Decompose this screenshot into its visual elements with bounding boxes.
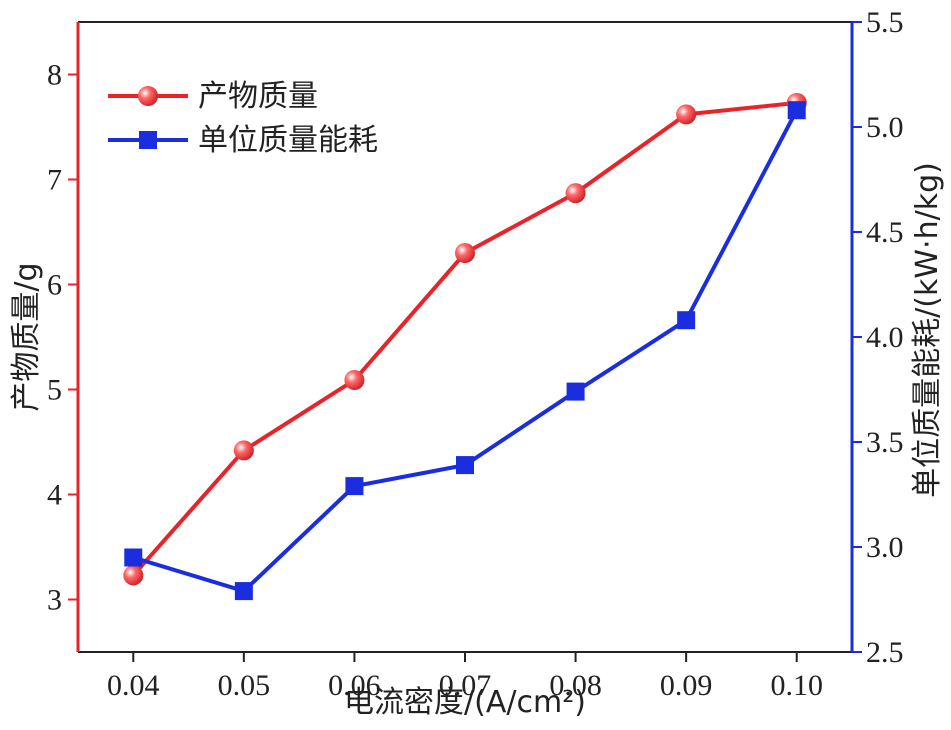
x-axis-title: 电流密度/(A/cm²) <box>344 685 586 720</box>
right-y-axis: 2.5 3.0 3.5 4.0 4.5 5.0 5.5 <box>852 6 904 669</box>
legend-marker-sphere-icon <box>138 86 158 106</box>
data-point-product-mass <box>344 370 365 391</box>
data-point-energy-consumption <box>234 582 253 601</box>
x-tick-label: 0.04 <box>107 669 160 702</box>
series-line-1 <box>132 109 799 594</box>
legend: 产物质量 单位质量能耗 <box>108 79 378 158</box>
x-axis: 0.04 0.05 0.06 0.07 0.08 0.09 0.10 <box>107 652 823 702</box>
left-y-axis-title: 产物质量/g <box>9 262 44 411</box>
left-y-tick-label: 4 <box>47 479 62 512</box>
right-y-tick-label: 2.5 <box>866 636 904 669</box>
series-layer <box>123 92 807 601</box>
legend-label-product-mass: 产物质量 <box>198 79 318 114</box>
x-tick-label: 0.05 <box>218 669 271 702</box>
left-y-tick-label: 8 <box>47 59 62 92</box>
legend-item-energy-consumption: 单位质量能耗 <box>108 123 378 158</box>
right-y-tick-label: 4.0 <box>866 321 904 354</box>
data-point-product-mass <box>676 104 697 125</box>
legend-item-product-mass: 产物质量 <box>108 79 318 114</box>
x-tick-label: 0.06 <box>328 669 381 702</box>
right-y-tick-label: 3.5 <box>866 426 904 459</box>
right-y-tick-label: 5.5 <box>866 6 904 39</box>
x-tick-label: 0.07 <box>439 669 492 702</box>
data-point-energy-consumption <box>787 101 806 120</box>
x-tick-label: 0.09 <box>660 669 713 702</box>
data-point-energy-consumption <box>456 456 474 475</box>
series-line-0 <box>131 100 797 577</box>
right-y-tick-label: 4.5 <box>866 216 904 249</box>
left-y-tick-label: 6 <box>47 269 62 302</box>
left-y-axis: 3 4 5 6 7 8 <box>47 59 78 617</box>
left-y-tick-label: 5 <box>47 374 62 407</box>
data-point-energy-consumption <box>345 477 364 496</box>
left-y-tick-label: 7 <box>47 164 62 197</box>
data-point-energy-consumption <box>677 311 696 330</box>
data-point-energy-consumption <box>566 382 585 401</box>
plot-frame <box>76 21 854 653</box>
legend-marker-square-icon <box>139 131 157 149</box>
data-point-product-mass <box>233 440 254 461</box>
data-point-product-mass <box>123 565 144 586</box>
data-point-product-mass <box>565 183 586 204</box>
right-y-tick-label: 3.0 <box>866 531 904 564</box>
right-y-tick-label: 5.0 <box>866 111 904 144</box>
x-tick-label: 0.10 <box>770 669 823 702</box>
data-point-energy-consumption <box>124 548 143 567</box>
data-point-product-mass <box>455 243 475 263</box>
x-tick-label: 0.08 <box>549 669 602 702</box>
legend-label-energy-consumption: 单位质量能耗 <box>198 123 378 158</box>
left-y-tick-label: 3 <box>47 584 62 617</box>
right-y-axis-title: 单位质量能耗/(kW·h/kg) <box>910 162 945 498</box>
